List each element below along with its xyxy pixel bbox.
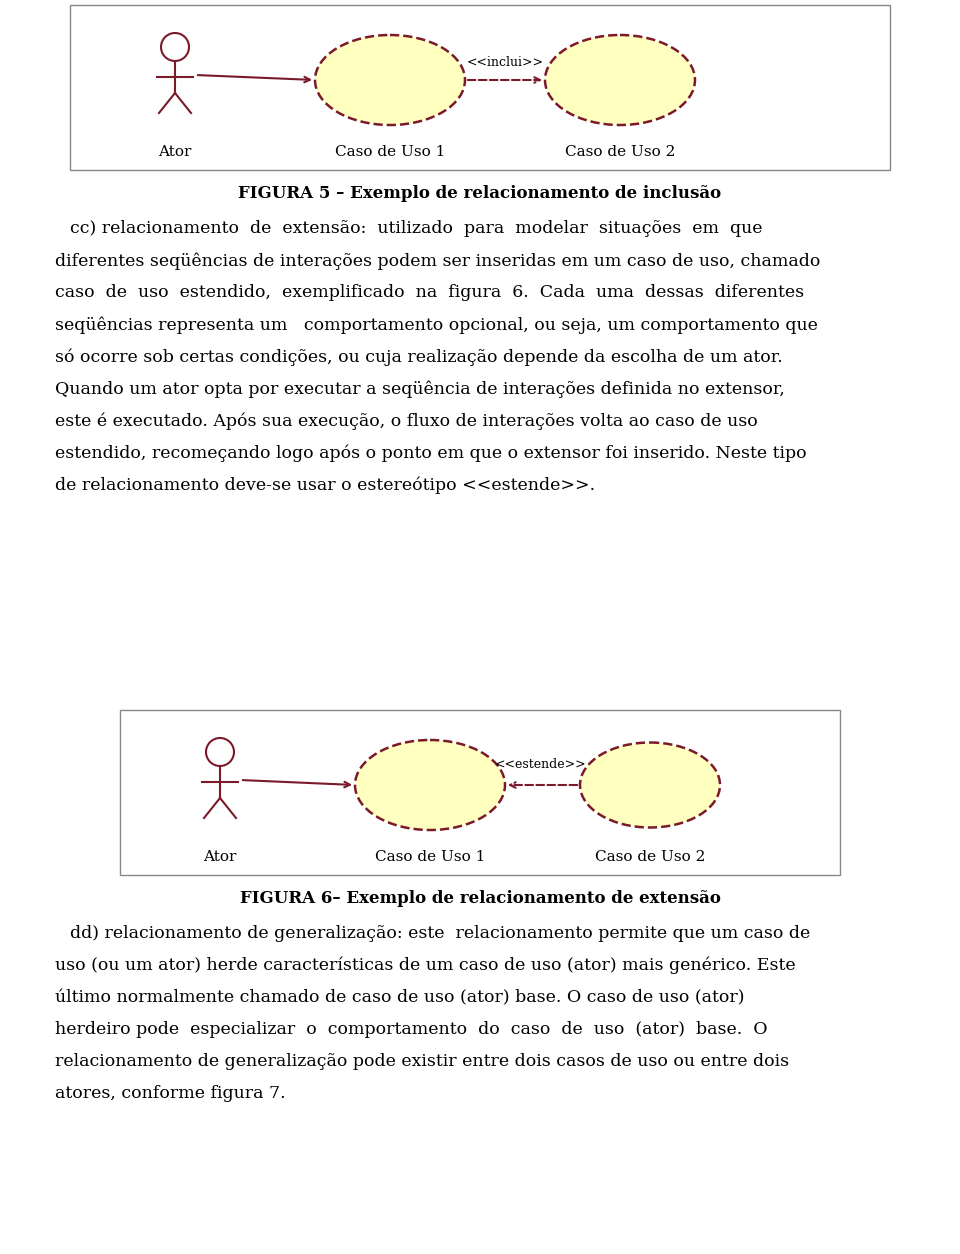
Text: Ator: Ator bbox=[158, 145, 192, 159]
Text: Caso de Uso 2: Caso de Uso 2 bbox=[564, 145, 675, 159]
Ellipse shape bbox=[315, 35, 465, 125]
Text: cc) relacionamento  de  extensão:  utilizado  para  modelar  situações  em  que: cc) relacionamento de extensão: utilizad… bbox=[70, 219, 762, 237]
Text: caso  de  uso  estendido,  exemplificado  na  figura  6.  Cada  uma  dessas  dif: caso de uso estendido, exemplificado na … bbox=[55, 283, 804, 301]
Text: Caso de Uso 1: Caso de Uso 1 bbox=[335, 145, 445, 159]
Text: uso (ou um ator) herde características de um caso de uso (ator) mais genérico. E: uso (ou um ator) herde características d… bbox=[55, 957, 796, 974]
Text: Caso de Uso 1: Caso de Uso 1 bbox=[374, 850, 485, 864]
Ellipse shape bbox=[355, 740, 505, 830]
Text: relacionamento de generalização pode existir entre dois casos de uso ou entre do: relacionamento de generalização pode exi… bbox=[55, 1053, 789, 1070]
Text: dd) relacionamento de generalização: este  relacionamento permite que um caso de: dd) relacionamento de generalização: est… bbox=[70, 925, 810, 942]
Text: diferentes seqüências de interações podem ser inseridas em um caso de uso, chama: diferentes seqüências de interações pode… bbox=[55, 252, 821, 270]
Text: Quando um ator opta por executar a seqüência de interações definida no extensor,: Quando um ator opta por executar a seqüê… bbox=[55, 380, 785, 398]
Bar bbox=[120, 710, 840, 875]
Text: <<estende>>: <<estende>> bbox=[494, 759, 586, 771]
Text: herdeiro pode  especializar  o  comportamento  do  caso  de  uso  (ator)  base. : herdeiro pode especializar o comportamen… bbox=[55, 1021, 768, 1038]
Text: de relacionamento deve-se usar o estereótipo <<estende>>.: de relacionamento deve-se usar o estereó… bbox=[55, 477, 595, 494]
Bar bbox=[70, 5, 890, 171]
Text: último normalmente chamado de caso de uso (ator) base. O caso de uso (ator): último normalmente chamado de caso de us… bbox=[55, 989, 745, 1006]
Text: atores, conforme figura 7.: atores, conforme figura 7. bbox=[55, 1085, 286, 1102]
Text: FIGURA 5 – Exemplo de relacionamento de inclusão: FIGURA 5 – Exemplo de relacionamento de … bbox=[238, 186, 722, 202]
Text: estendido, recomeçando logo após o ponto em que o extensor foi inserido. Neste t: estendido, recomeçando logo após o ponto… bbox=[55, 444, 806, 461]
Text: <<inclui>>: <<inclui>> bbox=[467, 55, 543, 69]
Text: Ator: Ator bbox=[204, 850, 237, 864]
Text: seqüências representa um   comportamento opcional, ou seja, um comportamento que: seqüências representa um comportamento o… bbox=[55, 316, 818, 334]
Ellipse shape bbox=[545, 35, 695, 125]
Text: FIGURA 6– Exemplo de relacionamento de extensão: FIGURA 6– Exemplo de relacionamento de e… bbox=[240, 890, 720, 907]
Text: só ocorre sob certas condições, ou cuja realização depende da escolha de um ator: só ocorre sob certas condições, ou cuja … bbox=[55, 349, 782, 365]
Ellipse shape bbox=[580, 742, 720, 828]
Text: Caso de Uso 2: Caso de Uso 2 bbox=[595, 850, 706, 864]
Text: este é executado. Após sua execução, o fluxo de interações volta ao caso de uso: este é executado. Após sua execução, o f… bbox=[55, 413, 757, 430]
